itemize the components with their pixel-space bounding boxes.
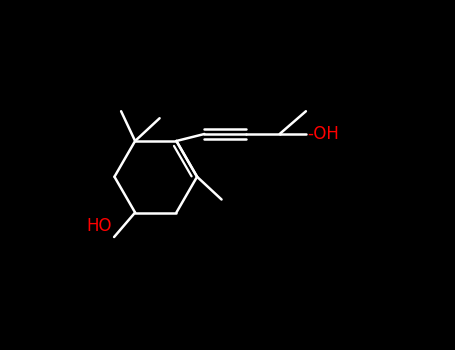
Text: HO: HO	[87, 217, 112, 235]
Text: -OH: -OH	[308, 125, 339, 143]
